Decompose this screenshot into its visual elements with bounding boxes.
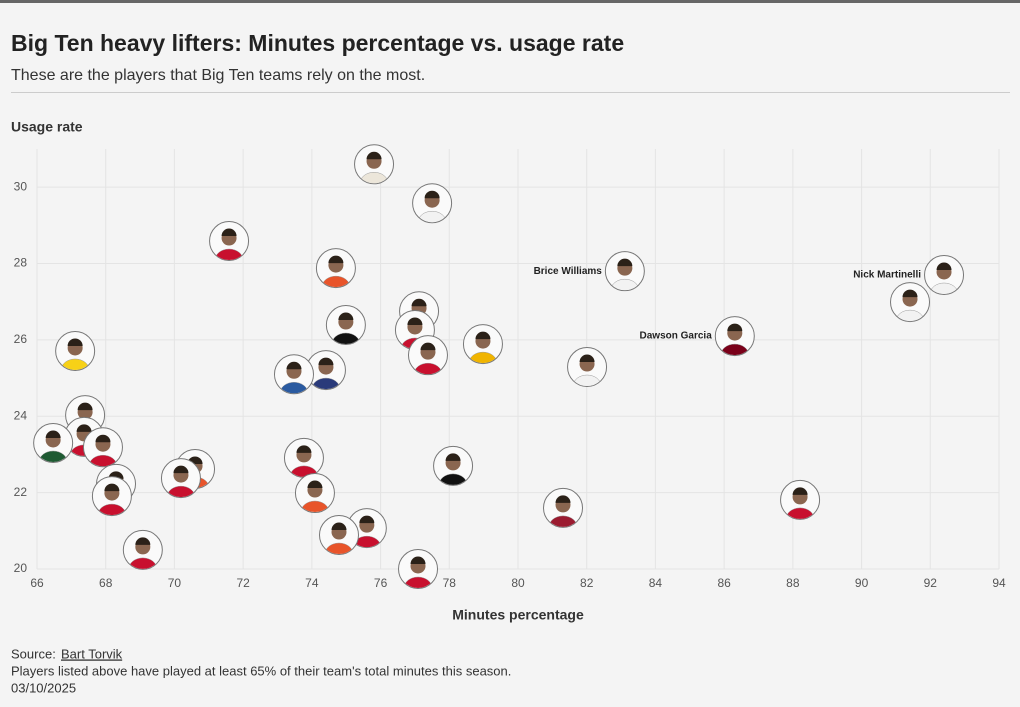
chart-title: Big Ten heavy lifters: Minutes percentag… (11, 30, 624, 56)
player-marker (604, 251, 645, 292)
x-tick-label: 90 (855, 576, 869, 590)
y-axis-label: Usage rate (11, 119, 83, 135)
x-tick-label: 76 (374, 576, 388, 590)
player-marker (160, 458, 201, 499)
player-marker (462, 324, 503, 365)
y-tick-label: 20 (14, 561, 28, 575)
player-marker (33, 423, 74, 463)
player-marker (890, 282, 931, 323)
player-marker (714, 316, 755, 357)
player-marker (305, 350, 346, 391)
x-tick-label: 84 (649, 576, 663, 590)
player-marker (82, 427, 123, 468)
player-marker (543, 487, 584, 528)
x-axis-label: Minutes percentage (452, 607, 584, 623)
player-label: Dawson Garcia (640, 331, 713, 342)
y-tick-label: 30 (14, 179, 28, 193)
x-tick-label: 78 (443, 576, 457, 590)
x-tick-label: 68 (99, 576, 113, 590)
player-marker (318, 515, 359, 556)
x-tick-label: 66 (30, 576, 44, 590)
x-tick-label: 72 (236, 576, 250, 590)
player-marker (354, 144, 395, 185)
player-label: Brice Williams (534, 266, 603, 277)
player-marker (91, 476, 132, 517)
player-marker (294, 473, 335, 514)
x-tick-label: 82 (580, 576, 594, 590)
player-marker (407, 335, 448, 376)
player-marker (283, 437, 324, 478)
player-marker (55, 330, 96, 371)
x-tick-label: 70 (168, 576, 182, 590)
player-marker (924, 255, 965, 295)
player-marker (412, 183, 453, 224)
player-marker (209, 221, 250, 262)
player-marker (273, 354, 314, 395)
y-tick-label: 26 (14, 332, 28, 346)
y-tick-label: 28 (14, 256, 28, 270)
player-marker (122, 529, 163, 570)
x-tick-label: 80 (511, 576, 525, 590)
x-tick-label: 86 (717, 576, 731, 590)
player-marker (433, 445, 474, 486)
top-rule (0, 0, 1020, 3)
source-link[interactable]: Bart Torvik (61, 646, 123, 661)
player-marker (398, 549, 439, 589)
source-label: Source: (11, 646, 56, 661)
player-marker (325, 305, 366, 346)
y-tick-label: 22 (14, 485, 28, 499)
footnote: Players listed above have played at leas… (11, 663, 511, 678)
x-tick-label: 88 (786, 576, 800, 590)
y-tick-label: 24 (14, 408, 28, 422)
x-tick-label: 94 (992, 576, 1006, 590)
date: 03/10/2025 (11, 680, 76, 695)
player-marker (780, 479, 821, 520)
chart-subtitle: These are the players that Big Ten teams… (11, 67, 425, 84)
player-label: Nick Martinelli (853, 270, 921, 281)
player-marker (315, 248, 356, 289)
grid: 20 22 24 26 28 30 66 68 70 72 74 76 78 80 82 84 86 88 90 92… (14, 149, 1006, 590)
x-tick-label: 92 (924, 576, 938, 590)
x-tick-label: 74 (305, 576, 319, 590)
points: Brice Williams Nick Martinelli Dawson Garc… (33, 144, 965, 589)
player-marker (567, 347, 608, 388)
